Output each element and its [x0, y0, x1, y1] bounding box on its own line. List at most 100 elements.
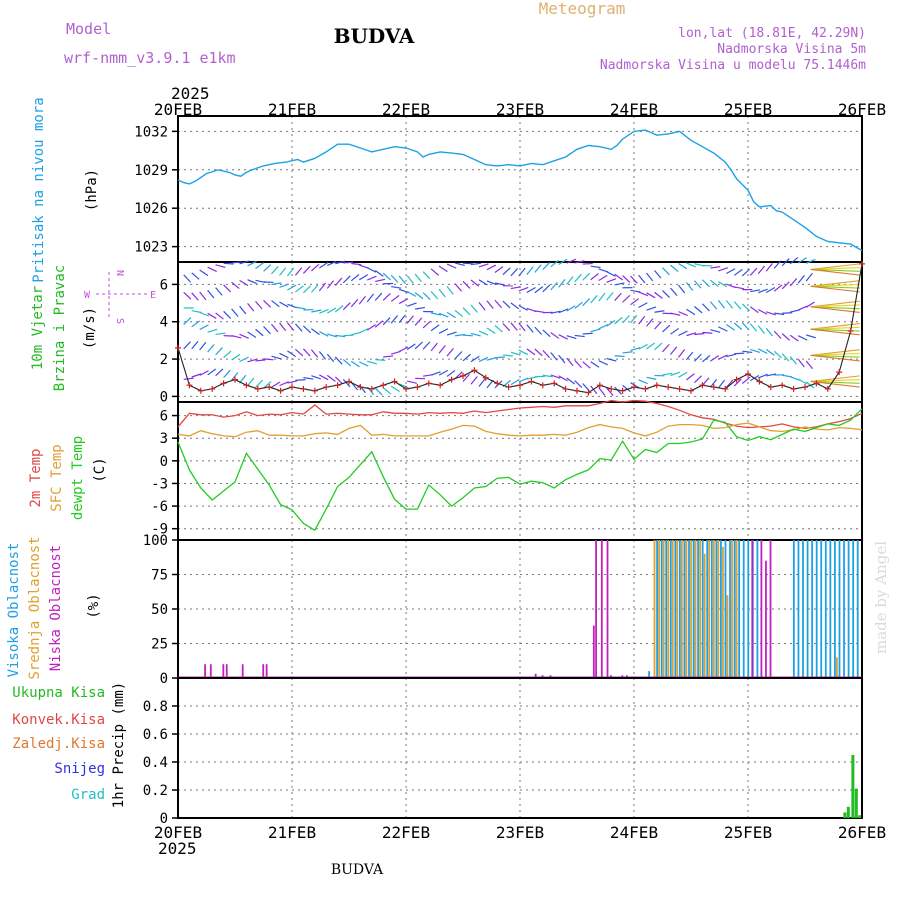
- wind-arrow: [478, 279, 488, 286]
- wind-arrow-fan: [810, 263, 860, 271]
- wind-arrow: [430, 342, 438, 352]
- wind-speed-marker: [836, 369, 843, 376]
- wind-arrow: [654, 342, 663, 351]
- wind-arrow: [231, 281, 240, 290]
- wind-arrow: [366, 293, 374, 303]
- wind-arrow: [255, 328, 264, 337]
- wind-speed-marker: [539, 382, 546, 389]
- wind-arrow-fan: [810, 304, 860, 308]
- compass-e: E: [150, 290, 156, 301]
- y-tick-label: 75: [151, 568, 168, 584]
- wind-arrow: [685, 351, 694, 361]
- wind-arrow: [502, 354, 513, 357]
- wind-arrow: [263, 264, 272, 272]
- wind-arrow: [750, 348, 760, 354]
- wind-arrow: [342, 275, 351, 284]
- wind-arrow: [494, 380, 503, 389]
- wind-arrow: [630, 314, 638, 324]
- model-altitude-text: Nadmorska Visina u modelu 75.1446m: [600, 58, 866, 73]
- wind-speed-marker: [585, 389, 592, 396]
- wind-arrow: [430, 324, 440, 332]
- wind-arrow: [430, 312, 441, 316]
- wind-arrow: [614, 273, 624, 281]
- wind-arrow: [582, 298, 591, 307]
- wind-arrow: [343, 261, 354, 264]
- wind-speed-marker: [517, 382, 523, 389]
- wind-arrow: [686, 373, 695, 381]
- wind-arrow: [263, 381, 272, 389]
- wind-arrow: [231, 261, 242, 264]
- wind-arrow: [526, 307, 537, 313]
- wind-arrow: [630, 275, 638, 284]
- wind-arrow: [726, 268, 736, 275]
- wind-arrow: [446, 311, 456, 319]
- wind-arrow: [223, 262, 234, 265]
- wind-arrow: [781, 281, 790, 290]
- wind-arrow-row: [183, 292, 860, 320]
- wind-arrow: [558, 375, 568, 382]
- wind-arrow: [478, 356, 489, 363]
- wind-arrow: [191, 373, 202, 378]
- wind-arrow: [215, 287, 223, 296]
- wind-arrow: [710, 355, 720, 362]
- wind-speed-marker: [368, 385, 375, 392]
- time-label-bottom: 22FEB: [382, 823, 430, 842]
- wind-arrow: [550, 310, 561, 314]
- y-tick-label: 0.2: [143, 783, 168, 799]
- wind-arrow: [247, 303, 255, 312]
- wind-arrow: [327, 307, 337, 314]
- wind-ylabel-name2: Brzina i Pravac: [52, 265, 68, 391]
- wind-arrow: [773, 330, 782, 339]
- wind-arrow: [590, 361, 600, 368]
- wind-arrow: [454, 283, 462, 292]
- wind-arrow: [390, 385, 400, 393]
- cloud-panel: 0 25 50 75 100: [143, 533, 863, 687]
- wind-arrow: [335, 260, 346, 265]
- wind-arrow: [183, 317, 192, 325]
- wind-arrow: [359, 361, 369, 367]
- wind-arrow: [390, 294, 400, 302]
- wind-arrow: [725, 379, 734, 388]
- wind-arrow: [422, 271, 431, 280]
- wind-arrow: [406, 275, 414, 284]
- wind-arrow: [223, 369, 231, 379]
- wind-arrow: [638, 344, 648, 350]
- plot-panels: 10231026102910320246-9-6-303602550751000…: [134, 115, 865, 827]
- wind-arrow: [311, 328, 320, 336]
- wind-arrow: [215, 312, 224, 320]
- wind-arrow: [526, 324, 534, 333]
- wind-arrow: [630, 298, 639, 306]
- wind-arrow: [398, 275, 406, 285]
- wind-arrow: [518, 286, 529, 292]
- compass-n: N: [114, 270, 125, 276]
- wind-arrow: [765, 327, 774, 337]
- wind-arrow: [726, 323, 735, 331]
- y-tick-label: 25: [151, 637, 168, 653]
- wind-arrow: [574, 359, 583, 369]
- wind-arrow: [310, 284, 319, 293]
- wind-speed-marker: [722, 385, 729, 392]
- wind-arrow: [622, 275, 631, 283]
- wind-arrow: [319, 262, 329, 269]
- wind-arrow: [805, 334, 816, 339]
- wind-arrow: [805, 301, 815, 308]
- wind-arrow: [430, 290, 439, 300]
- wind-arrow: [271, 355, 282, 360]
- wind-arrow: [414, 273, 423, 283]
- wind-arrow-row: [183, 368, 860, 396]
- wind-arrow: [231, 353, 241, 361]
- y-tick-label: 100: [143, 533, 168, 549]
- precip-legend-item: Konvek.Kisa: [12, 712, 105, 728]
- mid-cloud-ylabel: Srednja Oblacnost: [27, 536, 43, 679]
- wind-arrow: [326, 353, 335, 363]
- wind-arrow: [406, 302, 417, 307]
- wind-arrow: [773, 260, 782, 269]
- wind-arrow: [582, 361, 591, 369]
- wind-arrow: [494, 282, 505, 286]
- wind-arrow: [526, 286, 536, 293]
- wind-arrow-fan: [810, 268, 860, 272]
- wind-ylabel: 10m Vjetar Brzina i Pravac (m/s): [30, 265, 98, 391]
- wind-arrow: [670, 287, 678, 296]
